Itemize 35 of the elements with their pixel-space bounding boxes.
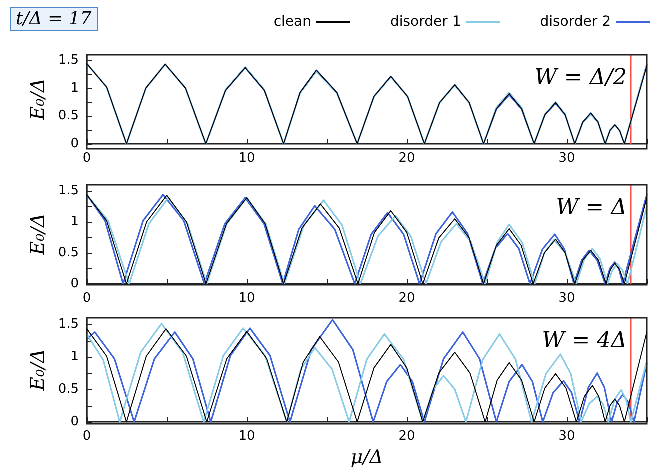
x-tick-label: 0 (82, 151, 92, 166)
y-tick-label: 0.5 (58, 382, 79, 398)
y-tick-label: 1.5 (58, 317, 79, 332)
y-tick-label: 1 (70, 80, 79, 96)
y-tick-label: 0.5 (58, 108, 79, 124)
x-tick-label: 0 (82, 429, 92, 444)
x-tick-label: 10 (238, 429, 256, 444)
y-axis-title: E₀/Δ (26, 349, 49, 392)
y-tick-label: 1 (70, 214, 79, 230)
annotation: W = Δ/2 (534, 66, 628, 90)
annotation: W = 4Δ (542, 328, 628, 354)
x-tick-label: 20 (398, 291, 416, 306)
legend-label: disorder 1 (390, 14, 462, 30)
x-tick-label: 10 (238, 151, 256, 166)
y-tick-label: 1.5 (58, 184, 79, 199)
x-tick-label: 10 (238, 291, 256, 306)
y-tick-label: 1.5 (58, 53, 79, 68)
legend-label: clean (274, 14, 312, 30)
x-tick-label: 30 (558, 151, 576, 166)
x-axis-title: μ/Δ (350, 446, 384, 468)
x-tick-label: 20 (398, 429, 416, 444)
y-tick-label: 0 (70, 414, 79, 430)
y-axis-title: E₀/Δ (26, 214, 49, 256)
y-tick-label: 0 (70, 276, 79, 292)
y-tick-label: 1 (70, 350, 79, 365)
x-tick-label: 0 (82, 291, 92, 306)
y-tick-label: 0 (70, 136, 79, 152)
x-tick-label: 30 (558, 291, 576, 306)
x-tick-label: 20 (398, 151, 416, 166)
y-tick-label: 0.5 (58, 246, 79, 261)
y-axis-title: E₀/Δ (26, 78, 49, 122)
x-tick-label: 30 (558, 429, 576, 444)
annotation: W = Δ (556, 196, 627, 220)
legend-label: disorder 2 (540, 14, 611, 30)
chart-title: t/Δ = 17 (16, 8, 92, 30)
